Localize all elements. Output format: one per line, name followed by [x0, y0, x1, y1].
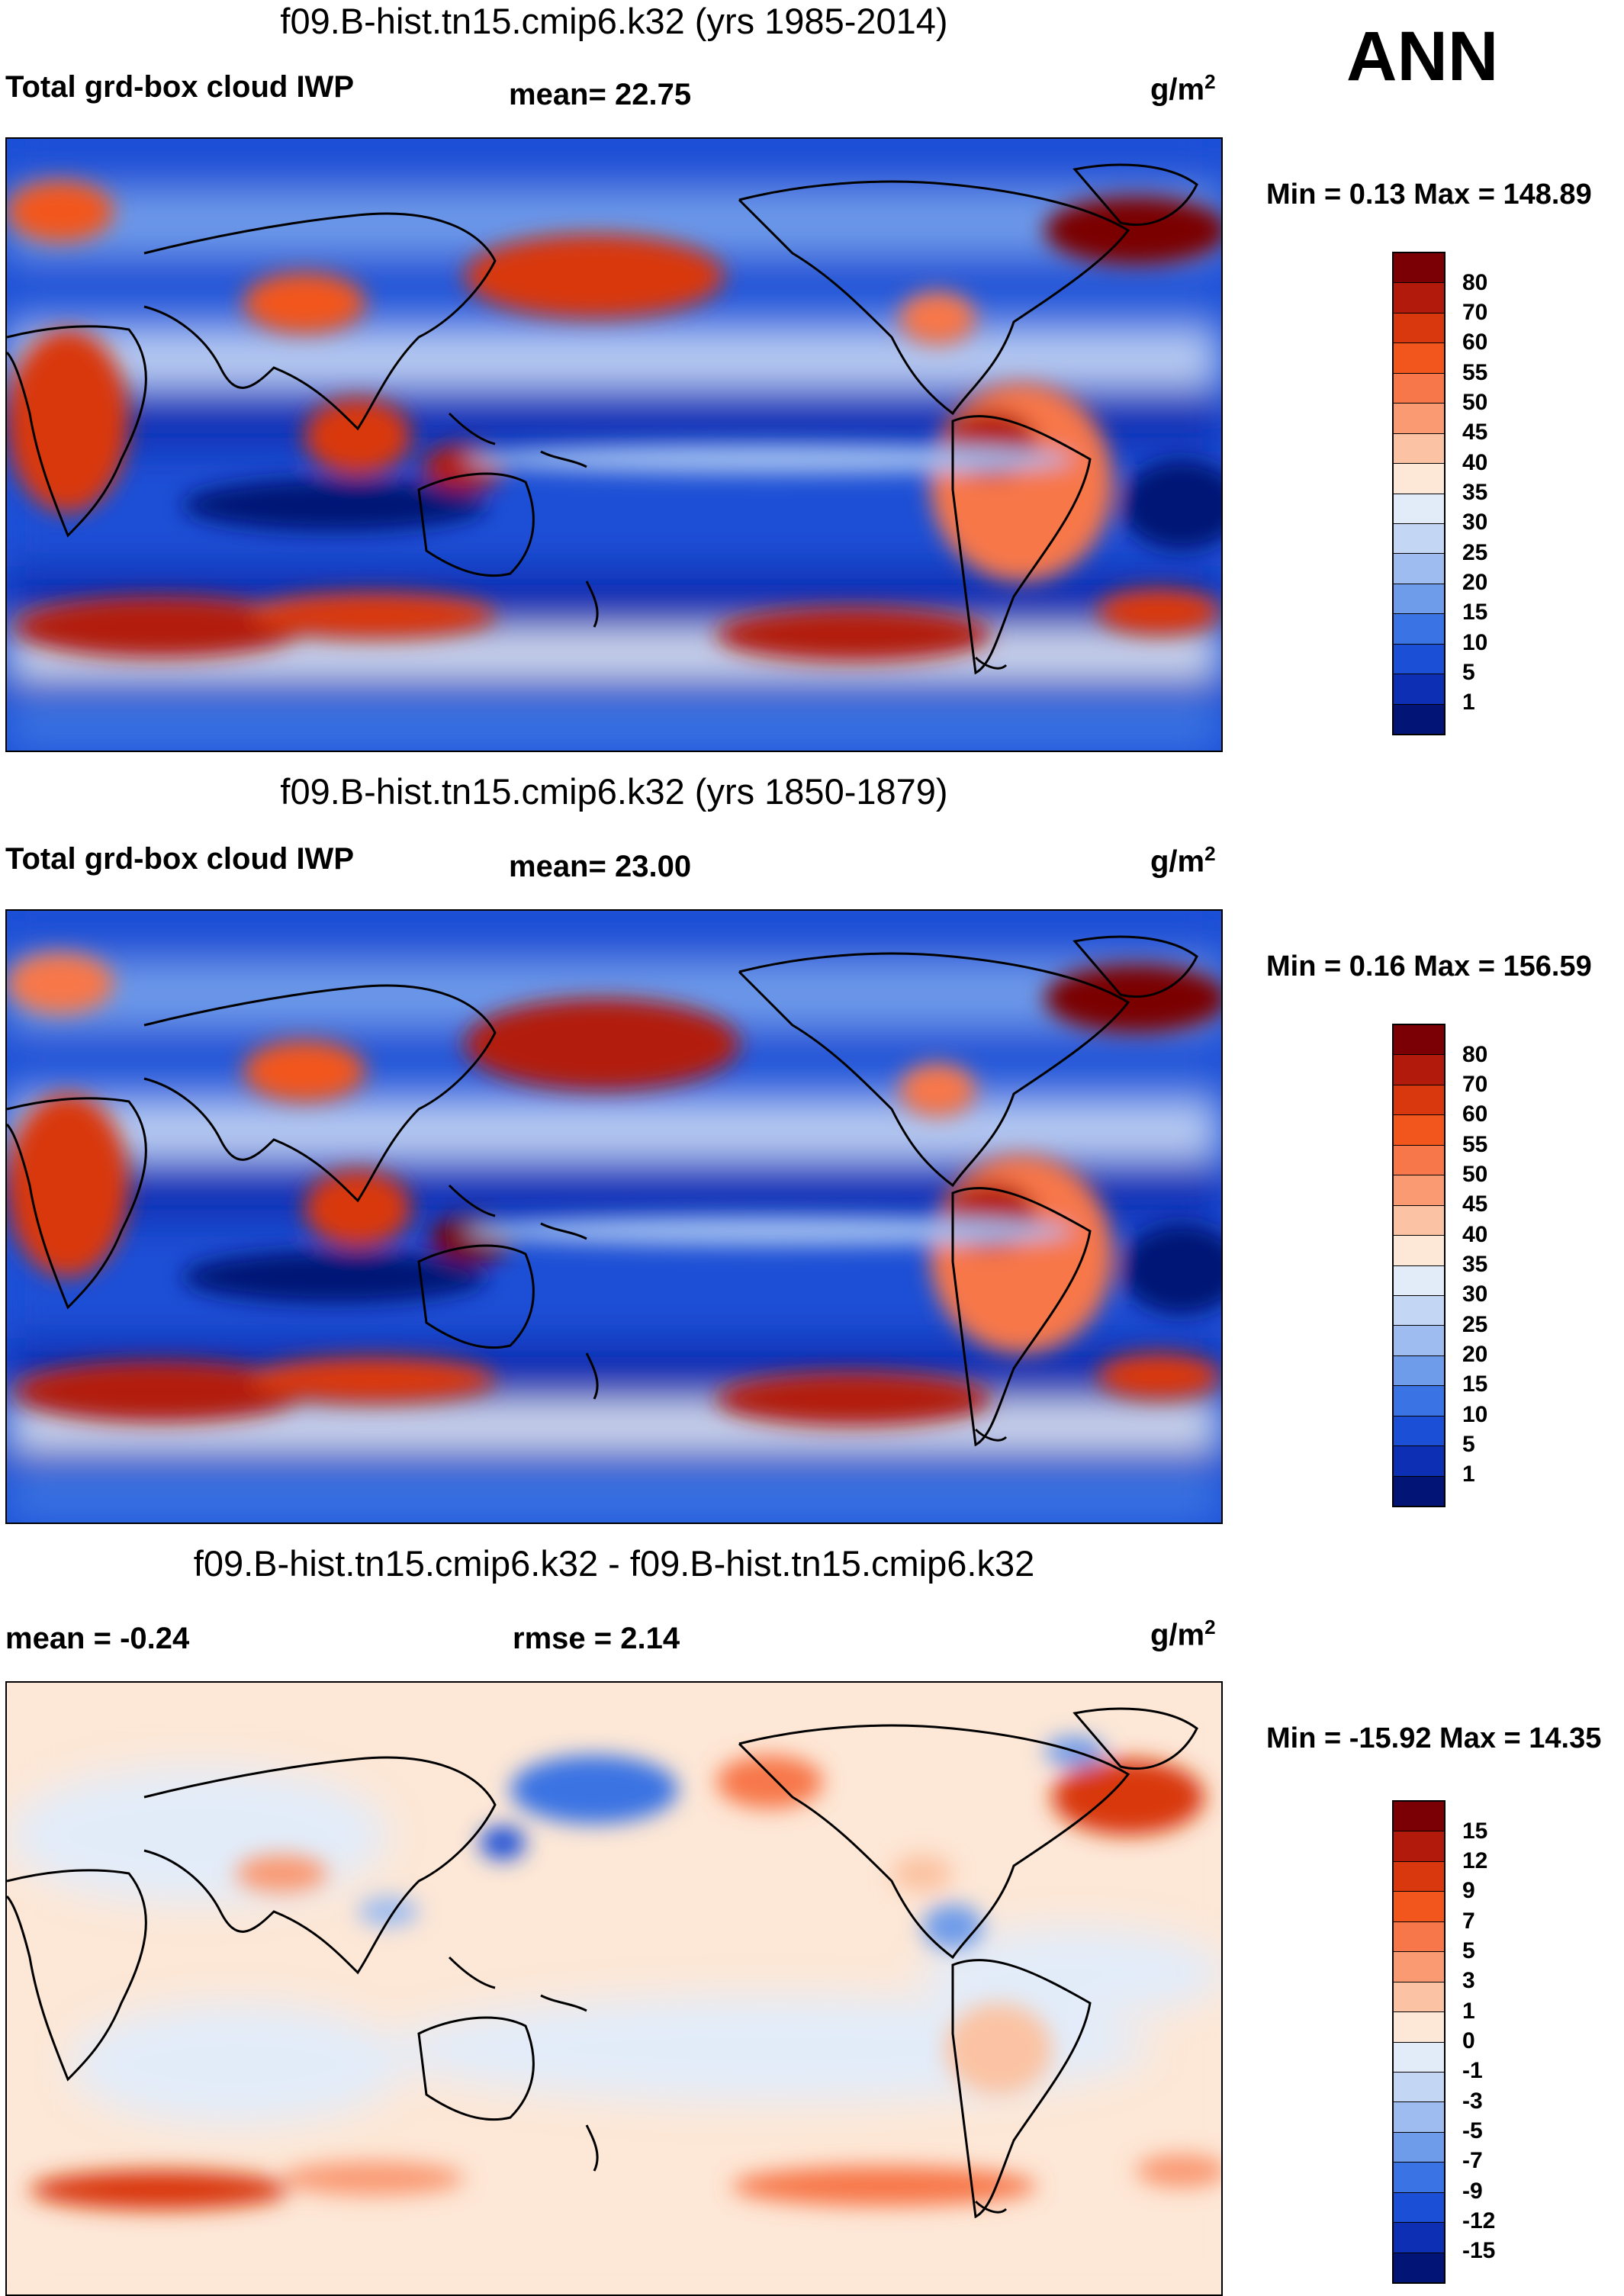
colorbar-tick: -5: [1462, 2118, 1483, 2143]
colorbar-tick: 80: [1462, 270, 1488, 295]
colorbar-tick: 15: [1462, 600, 1488, 625]
panel-2-mean-label: mean= 23.00: [509, 850, 692, 883]
panel-2-title: f09.B-hist.tn15.cmip6.k32 (yrs 1850-1879…: [280, 771, 948, 812]
panel-1-variable-label: Total grd-box cloud IWP: [5, 70, 354, 104]
colorbar-tick: 55: [1462, 360, 1488, 385]
colorbar-tick: -12: [1462, 2208, 1496, 2233]
panel-3-mean-label: mean = -0.24: [5, 1622, 190, 1655]
colorbar-tick: -15: [1462, 2238, 1496, 2263]
panel-3-coastlines: [7, 1707, 1198, 2219]
panel-2-minmax: Min = 0.16 Max = 156.59: [1266, 950, 1592, 982]
colorbar-tick: 20: [1462, 1342, 1488, 1367]
panel-3-rmse-label: rmse = 2.14: [513, 1622, 680, 1655]
panel-1-colorbar: [1392, 252, 1446, 735]
colorbar-tick: 9: [1462, 1878, 1475, 1903]
panel-1-map-field: [7, 139, 1221, 751]
panel-1-map: [5, 137, 1223, 752]
colorbar-tick: 30: [1462, 1281, 1488, 1307]
panel-1-title: f09.B-hist.tn15.cmip6.k32 (yrs 1985-2014…: [280, 1, 948, 41]
colorbar-tick: 5: [1462, 1938, 1475, 1963]
colorbar-tick: 15: [1462, 1818, 1488, 1844]
colorbar-tick: 5: [1462, 1432, 1475, 1457]
panel-3-units-label: g/m2: [1150, 1616, 1216, 1652]
colorbar-tick: 45: [1462, 1191, 1488, 1217]
colorbar-tick: 20: [1462, 570, 1488, 595]
colorbar-tick: 40: [1462, 1222, 1488, 1247]
colorbar-tick: 35: [1462, 480, 1488, 505]
panel-2-units-label: g/m2: [1150, 842, 1216, 879]
panel-3-colorbar: [1392, 1800, 1446, 2284]
colorbar-tick: -9: [1462, 2179, 1483, 2204]
panel-2-map-field: [7, 911, 1221, 1523]
colorbar-tick: 1: [1462, 690, 1475, 715]
colorbar-tick: 25: [1462, 540, 1488, 565]
colorbar-tick: 30: [1462, 510, 1488, 535]
panel-3-minmax: Min = -15.92 Max = 14.35: [1266, 1722, 1602, 1754]
colorbar-tick: 60: [1462, 330, 1488, 355]
colorbar-tick: 15: [1462, 1371, 1488, 1397]
colorbar-tick: 50: [1462, 1162, 1488, 1187]
panel-3-title: f09.B-hist.tn15.cmip6.k32 - f09.B-hist.t…: [193, 1543, 1035, 1584]
colorbar-tick: 10: [1462, 630, 1488, 655]
panel-2-coastlines: [7, 935, 1198, 1447]
panel-2-map: [5, 909, 1223, 1524]
colorbar-tick: 80: [1462, 1042, 1488, 1067]
colorbar-tick: 12: [1462, 1848, 1488, 1873]
colorbar-tick: 7: [1462, 1909, 1475, 1934]
colorbar-tick: 5: [1462, 660, 1475, 685]
colorbar-tick: 0: [1462, 2028, 1475, 2053]
panel-2-variable-label: Total grd-box cloud IWP: [5, 842, 354, 876]
colorbar-tick: 60: [1462, 1101, 1488, 1127]
panel-3-map: [5, 1681, 1223, 2296]
panel-1-minmax: Min = 0.13 Max = 148.89: [1266, 178, 1592, 211]
colorbar-tick: 55: [1462, 1132, 1488, 1157]
colorbar-tick: 45: [1462, 420, 1488, 445]
colorbar-tick: 35: [1462, 1252, 1488, 1277]
colorbar-tick: 10: [1462, 1402, 1488, 1427]
colorbar-tick: -1: [1462, 2058, 1483, 2083]
colorbar-tick: 70: [1462, 1072, 1488, 1097]
colorbar-tick: 1: [1462, 1462, 1475, 1487]
colorbar-tick: -7: [1462, 2148, 1483, 2173]
panel-2-colorbar: [1392, 1024, 1446, 1507]
colorbar-tick: 70: [1462, 300, 1488, 325]
panel-1-mean-label: mean= 22.75: [509, 78, 692, 111]
panel-1-coastlines: [7, 163, 1198, 675]
colorbar-tick: -3: [1462, 2089, 1483, 2114]
colorbar-tick: 40: [1462, 450, 1488, 475]
colorbar-tick: 50: [1462, 390, 1488, 415]
colorbar-tick: 25: [1462, 1312, 1488, 1337]
panel-3-map-field: [7, 1683, 1221, 2294]
colorbar-tick: 1: [1462, 1999, 1475, 2024]
season-label: ANN: [1346, 18, 1499, 95]
colorbar-tick: 3: [1462, 1968, 1475, 1993]
panel-1-units-label: g/m2: [1150, 70, 1216, 107]
